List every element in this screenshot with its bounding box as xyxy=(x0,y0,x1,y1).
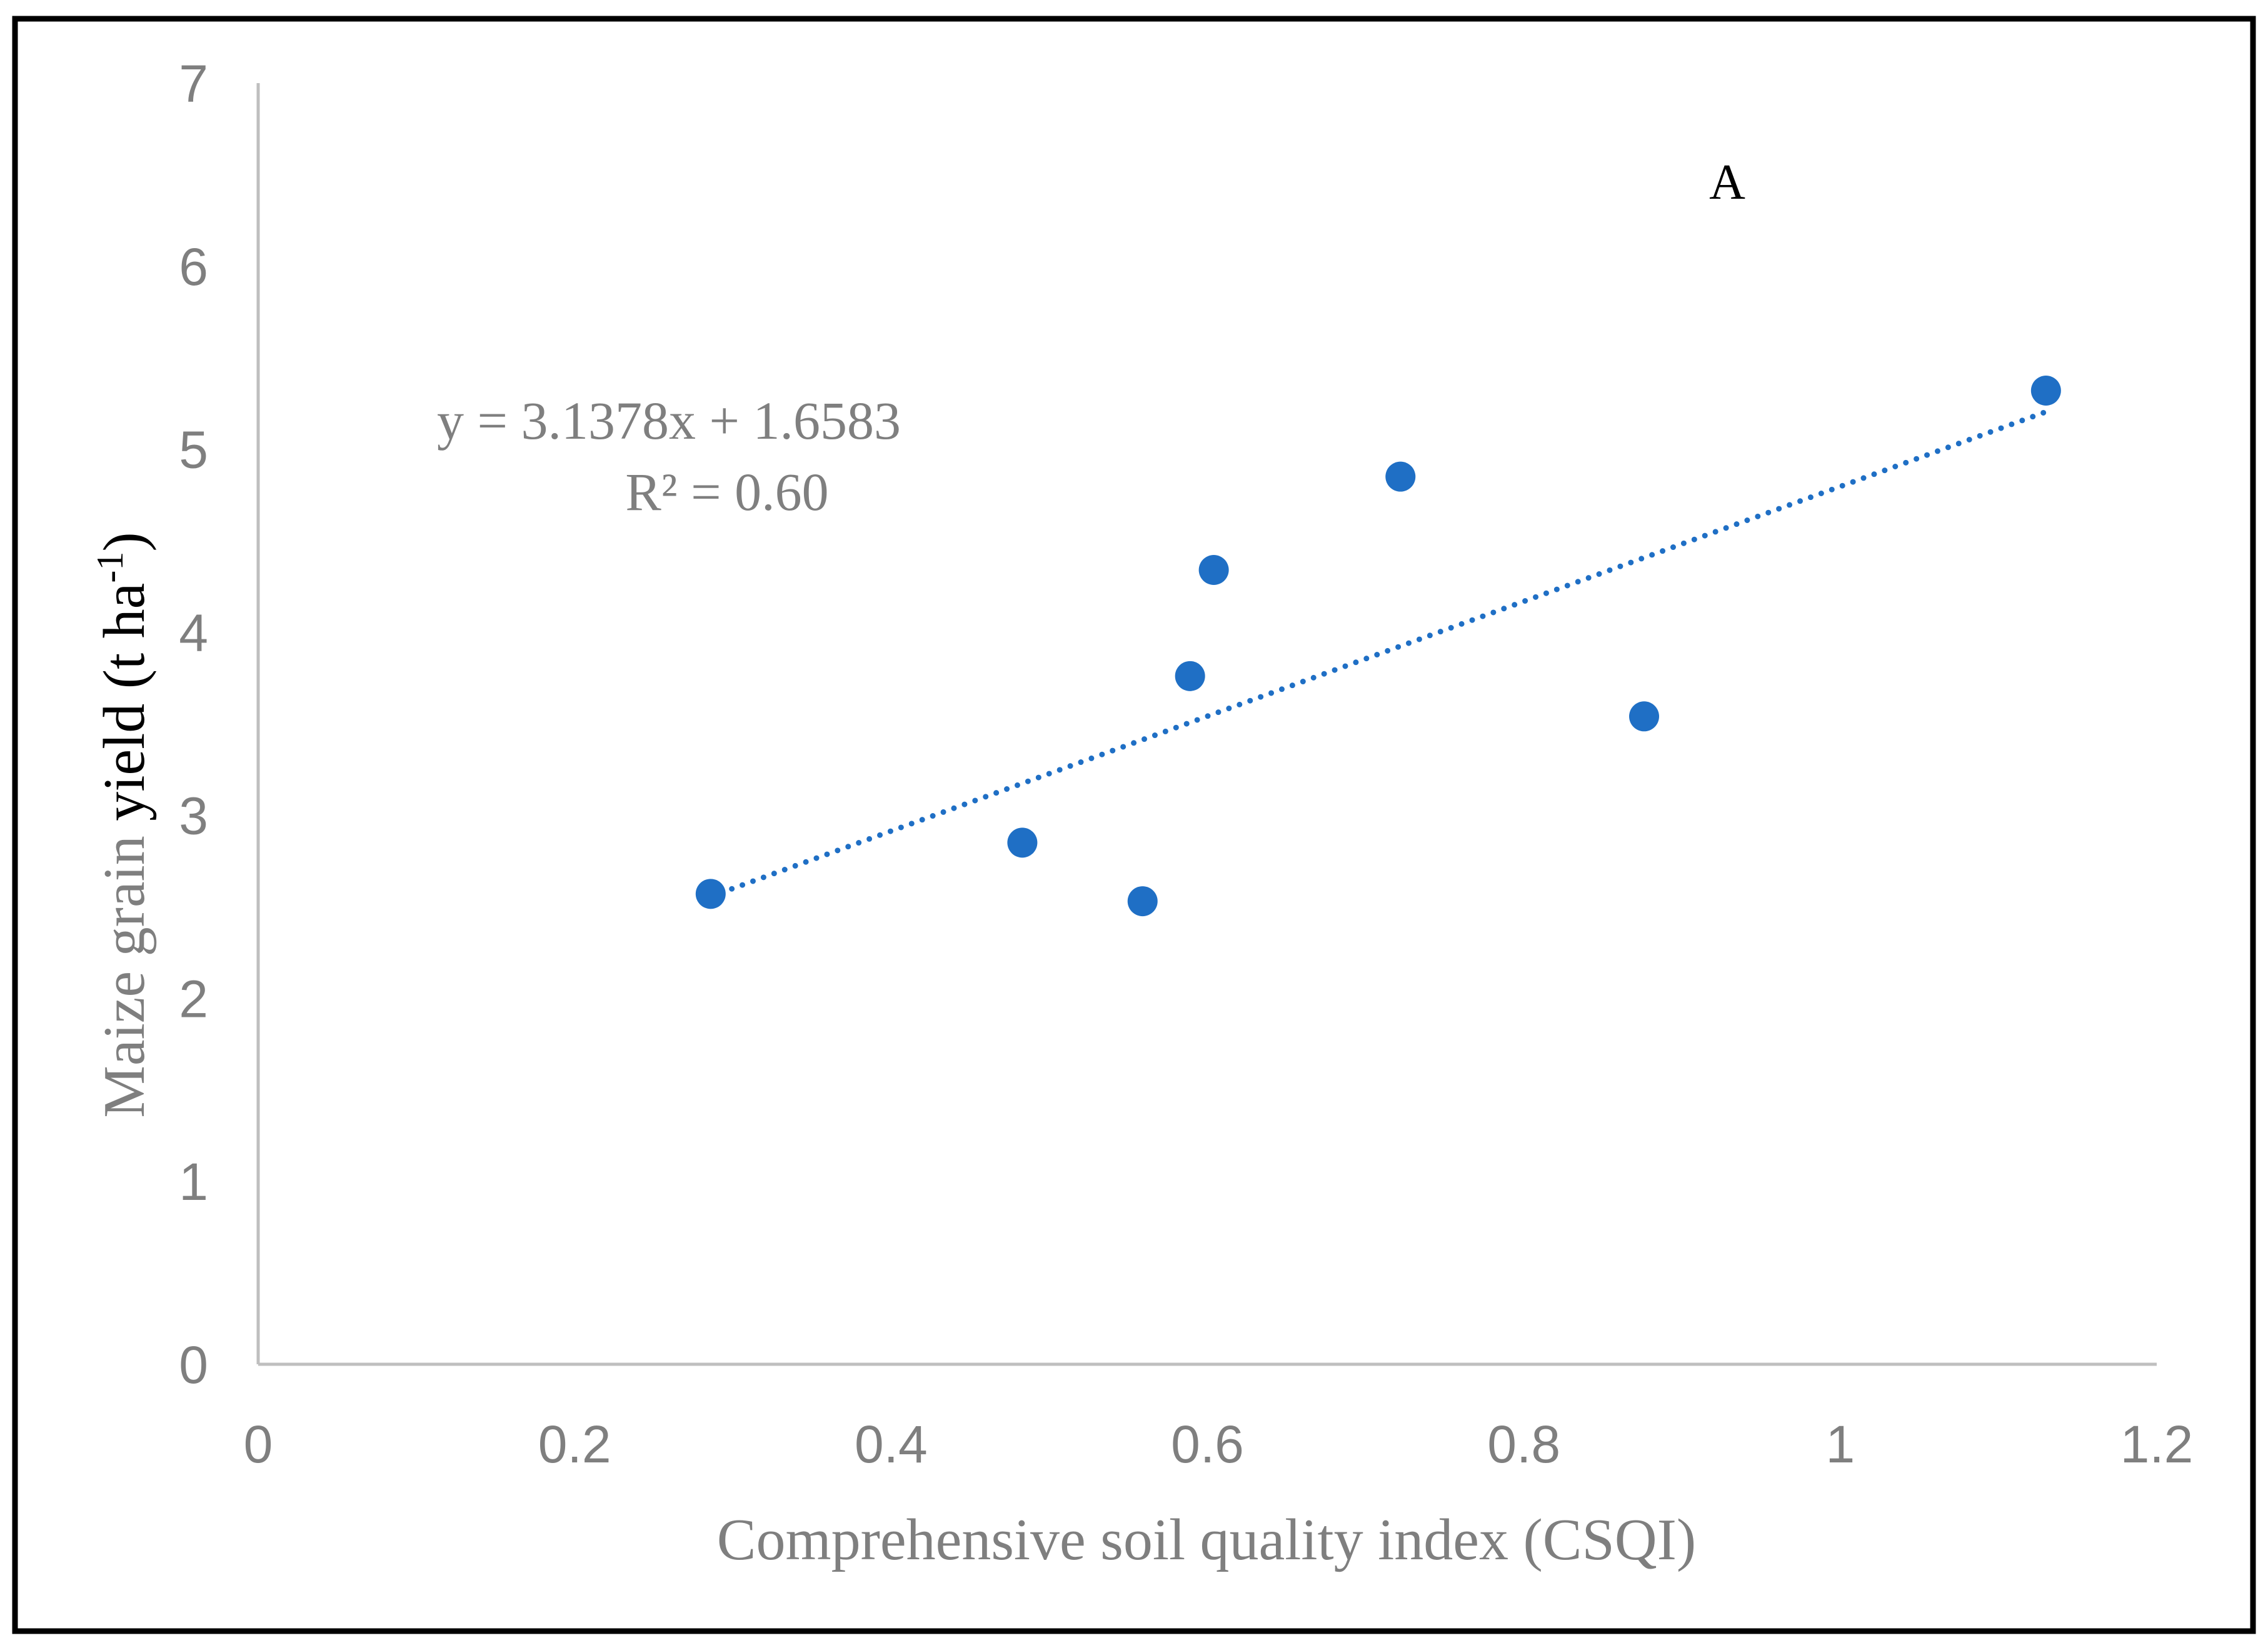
trendline xyxy=(708,409,2049,900)
axes xyxy=(256,83,2157,1366)
data-point xyxy=(1127,886,1158,917)
data-points xyxy=(695,376,2061,917)
y-tick-label: 0 xyxy=(179,1336,208,1394)
data-point xyxy=(1385,461,1416,492)
x-axis-label: Comprehensive soil quality index (CSQI) xyxy=(717,1507,1696,1572)
x-tick-label: 1.2 xyxy=(2120,1415,2194,1474)
data-point xyxy=(1175,661,1205,691)
x-tick-labels: 0 0.2 0.4 0.6 0.8 1 1.2 xyxy=(244,1415,2194,1474)
data-point xyxy=(1198,555,1229,585)
y-axis-label-part1: Maize grain xyxy=(92,821,157,1118)
y-tick-label: 5 xyxy=(179,421,208,479)
y-axis-label-superscript: -1 xyxy=(89,552,131,583)
x-tick-label: 0.2 xyxy=(538,1415,611,1474)
x-tick-label: 0 xyxy=(244,1415,273,1474)
trendline-group xyxy=(708,409,2049,900)
y-axis-label-part3: (t ha xyxy=(92,583,157,704)
x-tick-label: 1 xyxy=(1825,1415,1855,1474)
data-point xyxy=(695,879,726,909)
y-tick-label: 1 xyxy=(179,1152,208,1211)
y-axis-label: Maize grain yield (t ha-1) xyxy=(89,532,157,1117)
r-squared-label: R² = 0.60 xyxy=(625,462,828,522)
y-tick-label: 4 xyxy=(179,604,208,662)
y-tick-label: 2 xyxy=(179,969,208,1028)
x-tick-label: 0.8 xyxy=(1487,1415,1560,1474)
data-point xyxy=(1007,827,1038,858)
x-tick-label: 0.4 xyxy=(855,1415,928,1474)
trendline-equation: y = 3.1378x + 1.6583 xyxy=(437,391,901,451)
outer-frame xyxy=(12,16,2256,1634)
y-tick-labels: 0 1 2 3 4 5 6 7 xyxy=(179,54,208,1394)
data-point xyxy=(1629,701,1660,732)
y-axis-label-part4: ) xyxy=(92,532,157,551)
data-point xyxy=(2030,376,2061,406)
y-axis-label-part2: yield xyxy=(92,704,157,821)
y-tick-label: 3 xyxy=(179,786,208,845)
panel-label: A xyxy=(1709,155,1745,210)
y-tick-label: 7 xyxy=(179,54,208,113)
y-tick-label: 6 xyxy=(179,237,208,296)
x-tick-label: 0.6 xyxy=(1171,1415,1244,1474)
